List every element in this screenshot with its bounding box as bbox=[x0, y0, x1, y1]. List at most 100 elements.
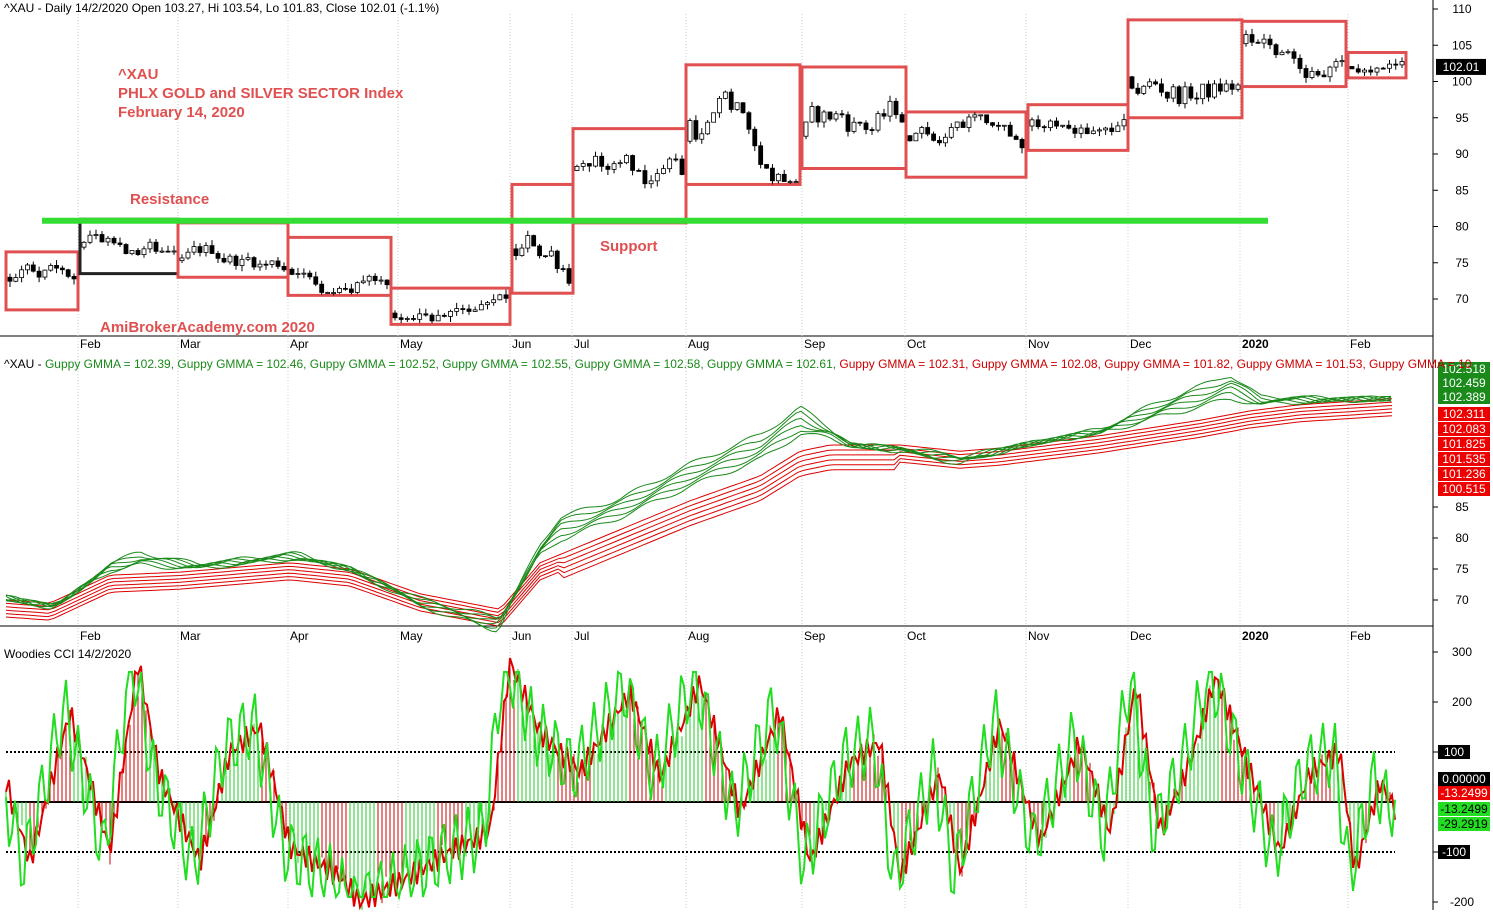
candle-body bbox=[972, 114, 978, 118]
month-label: Dec bbox=[1130, 337, 1151, 351]
candle-body bbox=[1279, 51, 1285, 56]
candle-body bbox=[281, 266, 287, 271]
candle-body bbox=[531, 235, 537, 247]
gmma-title-prefix: ^XAU - bbox=[4, 357, 45, 371]
candle-body bbox=[881, 113, 887, 117]
candle-body bbox=[460, 308, 466, 310]
month-label: Sep bbox=[804, 337, 826, 351]
candle-body bbox=[404, 318, 410, 320]
candle-body bbox=[537, 245, 542, 257]
candle-body bbox=[1303, 68, 1309, 78]
monthly-range-box bbox=[684, 63, 802, 186]
candle-body bbox=[548, 250, 554, 257]
cci-red-badge bbox=[1438, 786, 1490, 800]
price-pane-title: ^XAU - Daily 14/2/2020 Open 103.27, Hi 1… bbox=[4, 1, 439, 15]
candle-body bbox=[1141, 85, 1147, 94]
candle-body bbox=[1212, 83, 1217, 98]
candle-body bbox=[611, 163, 617, 170]
cci-100-label-badge bbox=[1438, 745, 1470, 759]
candle-body bbox=[472, 309, 478, 312]
candle-body bbox=[775, 173, 781, 182]
candle-body bbox=[269, 260, 275, 265]
candle-body bbox=[25, 264, 30, 271]
month-label: 2020 bbox=[1242, 337, 1269, 351]
candle-body bbox=[245, 257, 251, 260]
candle-body bbox=[1380, 67, 1386, 70]
candle-body bbox=[1200, 83, 1206, 100]
candle-body bbox=[1315, 71, 1321, 76]
candle-body bbox=[337, 287, 342, 293]
candle-body bbox=[1084, 127, 1090, 135]
candle-body bbox=[1285, 51, 1291, 54]
candle-body bbox=[954, 121, 960, 128]
candle-body bbox=[833, 113, 839, 120]
gmma-long-line bbox=[5, 408, 1393, 620]
month-label: Oct bbox=[907, 337, 926, 351]
candle-body bbox=[513, 248, 519, 256]
watermark-annotation: AmiBrokerAcademy.com 2020 bbox=[100, 319, 315, 336]
candle-body bbox=[1153, 81, 1158, 85]
candle-body bbox=[931, 133, 936, 141]
candle-body bbox=[711, 112, 716, 123]
candle-body bbox=[990, 122, 995, 126]
month-label: Apr bbox=[290, 629, 309, 643]
candle-body bbox=[129, 250, 135, 255]
candle-body bbox=[497, 294, 503, 301]
gmma-long-badge bbox=[1438, 422, 1490, 436]
candle-body bbox=[411, 318, 416, 320]
candle-body bbox=[863, 122, 869, 130]
candle-body bbox=[1176, 86, 1182, 105]
candle-body bbox=[793, 181, 799, 183]
candle-body bbox=[566, 268, 572, 284]
candle-body bbox=[435, 314, 441, 322]
month-label: Sep bbox=[804, 629, 826, 643]
date-annotation: February 14, 2020 bbox=[118, 104, 245, 121]
candle-body bbox=[257, 263, 263, 268]
candle-body bbox=[111, 237, 117, 244]
month-label: Mar bbox=[180, 337, 201, 351]
candle-body bbox=[827, 111, 833, 120]
candle-body bbox=[1387, 63, 1392, 69]
candle-body bbox=[159, 250, 165, 253]
gmma-long-line bbox=[5, 415, 1393, 627]
candle-body bbox=[1001, 124, 1007, 127]
gmma-long-value: 102.083 bbox=[1442, 422, 1486, 436]
candle-body bbox=[307, 272, 313, 278]
candle-body bbox=[360, 280, 366, 284]
gmma-long-line bbox=[5, 405, 1393, 617]
candle-body bbox=[630, 155, 635, 171]
candle-body bbox=[239, 258, 245, 266]
candle-body bbox=[81, 241, 87, 248]
candle-body bbox=[1115, 125, 1121, 132]
cci-green-label2: -29.2919 bbox=[1440, 817, 1488, 831]
candle-body bbox=[1399, 61, 1405, 66]
candle-body bbox=[869, 129, 875, 131]
candle-body bbox=[263, 263, 269, 266]
cci-100-label: 100 bbox=[1444, 745, 1464, 759]
monthly-range-box bbox=[510, 182, 575, 295]
price-tick-label: 110 bbox=[1452, 2, 1471, 16]
gmma-short-line bbox=[5, 395, 1392, 619]
candle-body bbox=[1355, 68, 1361, 73]
candle-body bbox=[593, 155, 598, 167]
candle-body bbox=[19, 269, 25, 278]
candle-body bbox=[599, 155, 605, 167]
candle-body bbox=[319, 283, 325, 293]
monthly-range-box bbox=[1346, 51, 1408, 80]
candle-body bbox=[722, 91, 728, 99]
candle-body bbox=[466, 308, 472, 312]
cci-zero-label: 0.00000 bbox=[1442, 772, 1486, 786]
monthly-range-box bbox=[571, 127, 688, 225]
last-price-label: 102.01 bbox=[1443, 60, 1480, 74]
candle-body bbox=[99, 234, 105, 243]
candle-body bbox=[1078, 127, 1084, 134]
candle-body bbox=[1013, 135, 1019, 140]
candle-body bbox=[141, 248, 147, 256]
candle-body bbox=[1054, 120, 1059, 127]
gmma-value-label: Guppy GMMA = 101.53, bbox=[1233, 357, 1365, 371]
candle-body bbox=[857, 121, 863, 124]
candle-body bbox=[171, 250, 177, 253]
gmma-long-value: 101.535 bbox=[1442, 452, 1486, 466]
